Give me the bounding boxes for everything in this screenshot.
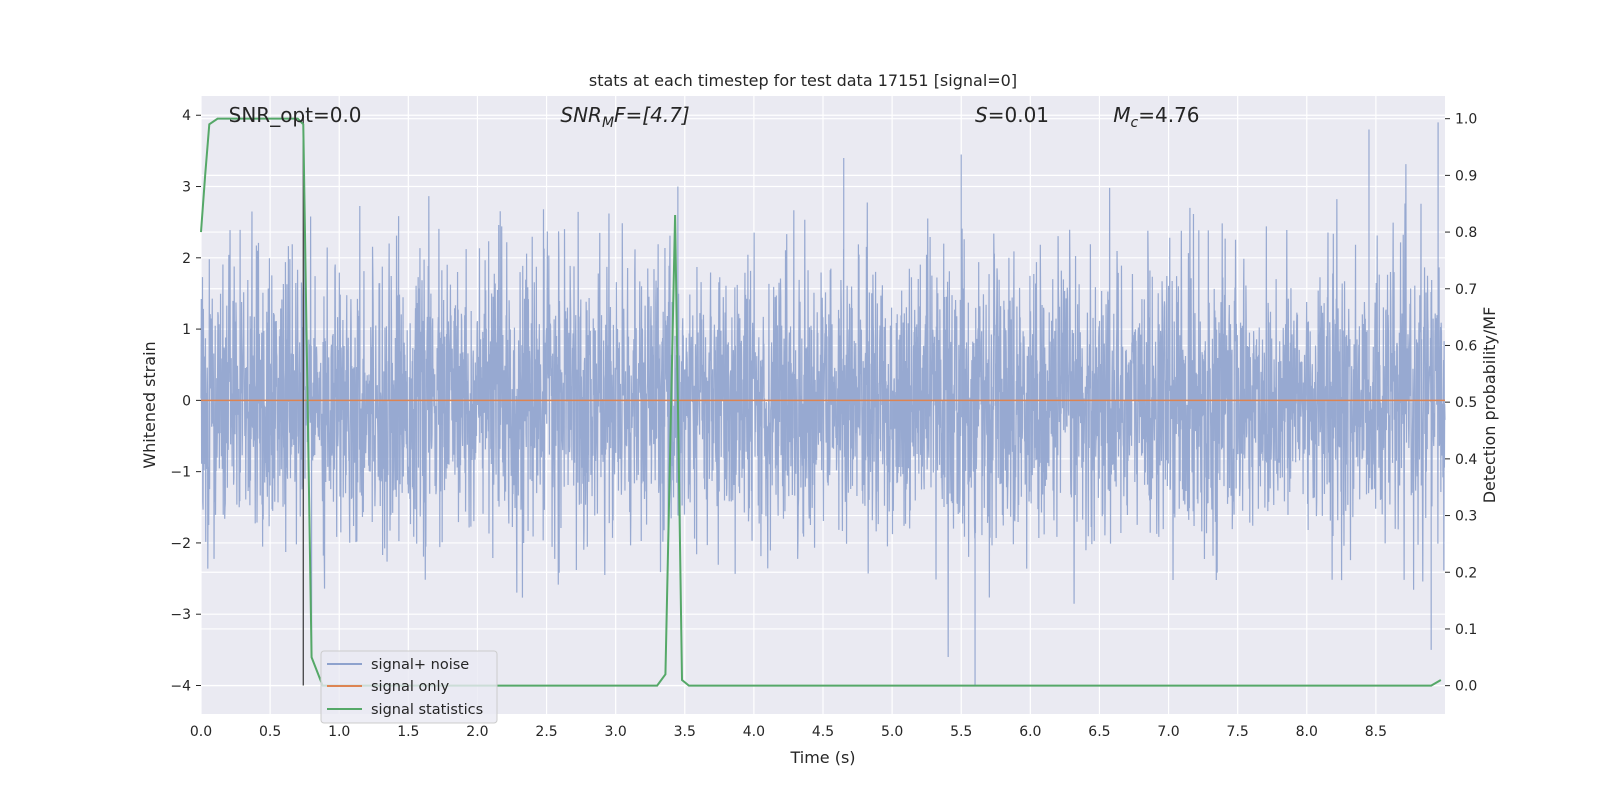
x-tick-label: 7.5 xyxy=(1227,724,1249,740)
x-tick-label: 5.5 xyxy=(950,724,972,740)
y-right-tick-label: 0.5 xyxy=(1455,395,1477,411)
x-axis-label: Time (s) xyxy=(789,748,855,767)
y-right-tick-label: 0.8 xyxy=(1455,225,1477,241)
y-right-tick-label: 0.3 xyxy=(1455,509,1477,525)
legend-label-signal-plus-noise: signal+ noise xyxy=(371,657,469,673)
y-right-tick-label: 0.9 xyxy=(1455,168,1477,184)
annotation-0: SNR_opt=0.0 xyxy=(229,103,362,127)
x-tick-label: 3.0 xyxy=(605,724,627,740)
y-left-tick-label: −4 xyxy=(170,678,191,694)
annotations: SNR_opt=0.0 SNRMF=[4.7] S=0.01 Mc=4.76 xyxy=(229,103,1200,131)
y-right-tick-label: 1.0 xyxy=(1455,112,1477,128)
series-signal-plus-noise xyxy=(200,122,1446,686)
x-tick-label: 1.5 xyxy=(397,724,419,740)
y-left-axis-ticks: −4 −3 −2 −1 0 1 2 3 4 xyxy=(170,108,201,694)
x-tick-label: 0.0 xyxy=(190,724,212,740)
x-tick-label: 5.0 xyxy=(881,724,903,740)
chart-title: stats at each timestep for test data 171… xyxy=(589,71,1017,90)
y-left-tick-label: −2 xyxy=(170,536,191,552)
legend-label-signal-statistics: signal statistics xyxy=(371,702,483,718)
y-right-axis-ticks: 0.0 0.1 0.2 0.3 0.4 0.5 0.6 0.7 0.8 0.9 1.0 xyxy=(1445,112,1477,695)
y-left-tick-label: 2 xyxy=(182,251,191,267)
x-tick-label: 8.0 xyxy=(1296,724,1318,740)
y-right-tick-label: 0.7 xyxy=(1455,282,1477,298)
y-left-axis-label: Whitened strain xyxy=(140,341,159,468)
x-tick-label: 2.5 xyxy=(535,724,557,740)
x-tick-label: 8.5 xyxy=(1365,724,1387,740)
y-left-tick-label: −3 xyxy=(170,607,191,623)
y-right-axis-label: Detection probability/MF xyxy=(1480,307,1499,504)
annotation-3: Mc=4.76 xyxy=(1113,103,1199,131)
legend-label-signal-only: signal only xyxy=(371,679,450,695)
y-right-tick-label: 0.2 xyxy=(1455,565,1477,581)
x-tick-label: 3.5 xyxy=(674,724,696,740)
y-left-tick-label: 3 xyxy=(182,180,191,196)
x-tick-label: 4.5 xyxy=(812,724,834,740)
x-tick-label: 4.0 xyxy=(743,724,765,740)
x-axis-ticks: 0.0 0.5 1.0 1.5 2.0 2.5 3.0 3.5 4.0 4.5 5.0 5.5 6.0 6… xyxy=(190,724,1387,740)
y-left-tick-label: 0 xyxy=(182,393,191,409)
y-right-tick-label: 0.0 xyxy=(1455,679,1477,695)
y-left-tick-label: −1 xyxy=(170,465,191,481)
annotation-2: S=0.01 xyxy=(975,103,1049,127)
legend: signal+ noise signal only signal statist… xyxy=(320,650,498,724)
noise-trace xyxy=(200,122,1446,686)
y-left-tick-label: 4 xyxy=(182,108,191,124)
x-tick-label: 2.0 xyxy=(466,724,488,740)
y-right-tick-label: 0.6 xyxy=(1455,338,1477,354)
x-tick-label: 6.0 xyxy=(1019,724,1041,740)
y-right-tick-label: 0.1 xyxy=(1455,622,1477,638)
x-tick-label: 0.5 xyxy=(259,724,281,740)
annotation-1: SNRMF=[4.7] xyxy=(560,103,689,131)
x-tick-label: 6.5 xyxy=(1088,724,1110,740)
y-right-tick-label: 0.4 xyxy=(1455,452,1477,468)
legend-box xyxy=(320,650,498,724)
x-tick-label: 7.0 xyxy=(1157,724,1179,740)
x-tick-label: 1.0 xyxy=(328,724,350,740)
y-left-tick-label: 1 xyxy=(182,322,191,338)
